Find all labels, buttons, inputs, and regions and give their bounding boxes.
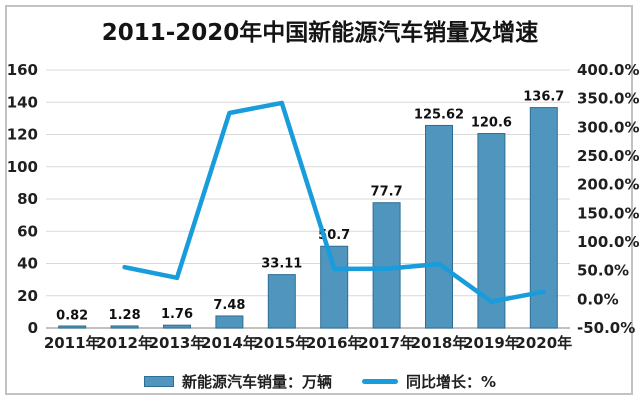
svg-text:0: 0 bbox=[28, 319, 38, 337]
svg-text:120: 120 bbox=[7, 126, 38, 144]
svg-text:300.0%: 300.0% bbox=[577, 118, 639, 136]
svg-text:0.82: 0.82 bbox=[56, 309, 88, 324]
svg-text:33.11: 33.11 bbox=[261, 257, 302, 272]
svg-text:80: 80 bbox=[17, 190, 38, 208]
svg-text:120.6: 120.6 bbox=[471, 116, 512, 131]
svg-text:2014年: 2014年 bbox=[201, 334, 258, 352]
svg-text:7.48: 7.48 bbox=[213, 298, 245, 313]
plot-area: 0 20 40 60 80 100 120 140 160 -50.0% 0.0% 50.0% 100.… bbox=[7, 61, 640, 352]
svg-text:136.7: 136.7 bbox=[523, 90, 564, 105]
svg-text:2019年: 2019年 bbox=[463, 334, 520, 352]
svg-text:100.0%: 100.0% bbox=[577, 233, 639, 251]
svg-text:60: 60 bbox=[17, 222, 38, 240]
svg-text:140: 140 bbox=[7, 93, 38, 111]
svg-text:2012年: 2012年 bbox=[96, 334, 153, 352]
chart-title: 2011-2020年中国新能源汽车销量及增速 bbox=[101, 20, 539, 46]
svg-text:1.76: 1.76 bbox=[161, 307, 193, 322]
legend-item-sales: 新能源汽车销量：万辆 bbox=[143, 371, 332, 392]
svg-text:0.0%: 0.0% bbox=[577, 290, 619, 308]
svg-text:77.7: 77.7 bbox=[371, 185, 403, 200]
legend-line-swatch bbox=[361, 379, 398, 384]
legend-bar-label: 新能源汽车销量：万辆 bbox=[181, 373, 332, 391]
legend-line-label: 同比增长：% bbox=[405, 373, 497, 391]
svg-text:50.0%: 50.0% bbox=[577, 262, 629, 280]
svg-text:125.62: 125.62 bbox=[414, 107, 464, 122]
svg-text:20: 20 bbox=[17, 287, 38, 305]
svg-text:2018年: 2018年 bbox=[411, 334, 468, 352]
svg-text:350.0%: 350.0% bbox=[577, 90, 639, 108]
svg-text:250.0%: 250.0% bbox=[577, 147, 639, 165]
svg-text:2017年: 2017年 bbox=[358, 334, 415, 352]
svg-text:160: 160 bbox=[7, 61, 38, 79]
svg-text:2011年: 2011年 bbox=[44, 334, 101, 352]
svg-text:-50.0%: -50.0% bbox=[577, 319, 635, 337]
svg-text:2016年: 2016年 bbox=[306, 334, 363, 352]
svg-text:2020年: 2020年 bbox=[515, 334, 572, 352]
svg-text:400.0%: 400.0% bbox=[577, 61, 639, 79]
legend: 新能源汽车销量：万辆 同比增长：% bbox=[0, 371, 640, 392]
legend-item-growth: 同比增长：% bbox=[361, 371, 497, 392]
svg-text:2015年: 2015年 bbox=[253, 334, 310, 352]
svg-text:2013年: 2013年 bbox=[149, 334, 206, 352]
svg-text:1.28: 1.28 bbox=[109, 308, 141, 323]
svg-text:150.0%: 150.0% bbox=[577, 204, 639, 222]
svg-text:100: 100 bbox=[7, 158, 38, 176]
svg-text:40: 40 bbox=[17, 255, 38, 273]
legend-bar-swatch bbox=[143, 376, 174, 387]
svg-text:200.0%: 200.0% bbox=[577, 176, 639, 194]
